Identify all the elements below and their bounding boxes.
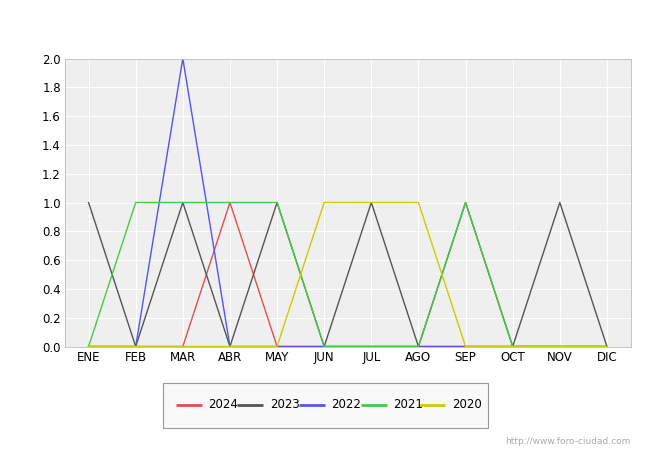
FancyBboxPatch shape xyxy=(162,382,488,428)
Text: 2020: 2020 xyxy=(452,399,482,411)
Text: 2021: 2021 xyxy=(393,399,423,411)
Text: 2023: 2023 xyxy=(270,399,300,411)
Text: 2024: 2024 xyxy=(208,399,238,411)
Text: 2022: 2022 xyxy=(332,399,361,411)
Text: Matriculaciones de Vehiculos en Vidrà: Matriculaciones de Vehiculos en Vidrà xyxy=(173,17,477,32)
Text: http://www.foro-ciudad.com: http://www.foro-ciudad.com xyxy=(505,436,630,446)
